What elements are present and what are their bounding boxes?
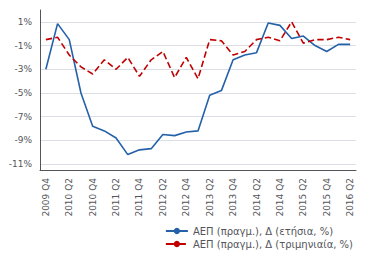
- svg-text:2010 Q4: 2010 Q4: [88, 178, 98, 217]
- svg-text:2013 Q2: 2013 Q2: [205, 178, 215, 217]
- svg-text:-9%: -9%: [14, 135, 32, 145]
- svg-text:1%: 1%: [18, 17, 33, 27]
- svg-text:2014 Q4: 2014 Q4: [275, 178, 285, 217]
- svg-text:2012 Q4: 2012 Q4: [181, 178, 191, 217]
- svg-text:2013 Q4: 2013 Q4: [228, 178, 238, 217]
- svg-text:2014 Q2: 2014 Q2: [252, 178, 262, 217]
- svg-text:-7%: -7%: [14, 112, 32, 122]
- svg-text:2011 Q4: 2011 Q4: [134, 178, 144, 217]
- svg-text:2010 Q2: 2010 Q2: [64, 178, 74, 217]
- svg-text:2015 Q4: 2015 Q4: [322, 178, 332, 217]
- svg-text:-3%: -3%: [14, 64, 32, 74]
- svg-text:2011 Q2: 2011 Q2: [111, 178, 121, 217]
- svg-text:2016 Q2: 2016 Q2: [345, 178, 355, 217]
- svg-text:2015 Q2: 2015 Q2: [298, 178, 308, 217]
- svg-text:2009 Q4: 2009 Q4: [41, 178, 51, 217]
- svg-text:2012 Q2: 2012 Q2: [158, 178, 168, 217]
- svg-text:-1%: -1%: [14, 41, 32, 51]
- svg-text:-5%: -5%: [14, 88, 32, 98]
- svg-text:ΑΕΠ (πραγμ.), Δ (ετήσια, %): ΑΕΠ (πραγμ.), Δ (ετήσια, %): [193, 226, 333, 237]
- svg-text:ΑΕΠ (πραγμ.), Δ (τριμηνιαία, %: ΑΕΠ (πραγμ.), Δ (τριμηνιαία, %): [193, 239, 353, 250]
- svg-text:-11%: -11%: [9, 159, 33, 169]
